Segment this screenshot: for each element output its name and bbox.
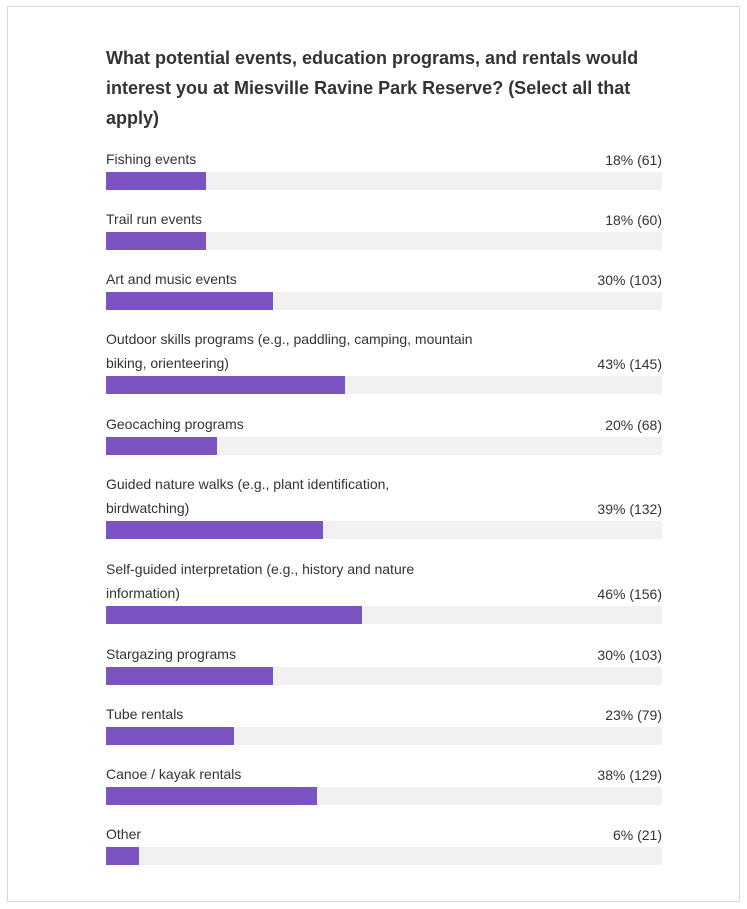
option-value: 18% (60) <box>605 212 662 228</box>
option-value: 18% (61) <box>605 152 662 168</box>
option-value: 23% (79) <box>605 707 662 723</box>
option-value: 20% (68) <box>605 417 662 433</box>
bar <box>106 787 317 805</box>
option-label: Other <box>106 826 142 842</box>
bar-track <box>106 376 662 394</box>
bar-track <box>106 787 662 805</box>
result-row: Art and music events 30% (103) <box>106 267 662 315</box>
result-row: Stargazing programs 30% (103) <box>106 642 662 690</box>
option-label: Trail run events <box>106 211 202 227</box>
bar-track <box>106 437 662 455</box>
result-row: Canoe / kayak rentals 38% (129) <box>106 762 662 810</box>
bar-track <box>106 606 662 624</box>
option-label: Guided nature walks (e.g., plant identif… <box>106 476 390 516</box>
option-label: Stargazing programs <box>106 646 236 662</box>
bar-track <box>106 667 662 685</box>
bar <box>106 521 323 539</box>
option-value: 46% (156) <box>597 586 662 602</box>
option-value: 39% (132) <box>597 501 662 517</box>
option-value: 38% (129) <box>597 767 662 783</box>
result-row: Outdoor skills programs (e.g., paddling,… <box>106 327 662 399</box>
result-row: Fishing events 18% (61) <box>106 147 662 195</box>
result-row: Tube rentals 23% (79) <box>106 702 662 750</box>
result-row: Guided nature walks (e.g., plant identif… <box>106 472 662 544</box>
result-row: Self-guided interpretation (e.g., histor… <box>106 557 662 629</box>
option-label: Outdoor skills programs (e.g., paddling,… <box>106 331 473 371</box>
option-label: Fishing events <box>106 151 197 167</box>
bar <box>106 376 345 394</box>
bar <box>106 606 362 624</box>
bar <box>106 667 273 685</box>
option-label: Tube rentals <box>106 706 184 722</box>
bar <box>106 292 273 310</box>
question-title: What potential events, education program… <box>106 48 639 128</box>
option-label: Canoe / kayak rentals <box>106 766 242 782</box>
result-row: Trail run events 18% (60) <box>106 207 662 255</box>
bar-track <box>106 292 662 310</box>
bar <box>106 847 139 865</box>
bar <box>106 437 217 455</box>
bar-track <box>106 727 662 745</box>
option-value: 43% (145) <box>597 356 662 372</box>
option-label: Art and music events <box>106 271 237 287</box>
bar-track <box>106 172 662 190</box>
results-chart: Fishing events 18% (61) Trail run events 18… <box>106 0 662 909</box>
option-value: 30% (103) <box>597 647 662 663</box>
bar <box>106 232 206 250</box>
bar <box>106 172 206 190</box>
option-value: 6% (21) <box>612 827 662 843</box>
result-row: Geocaching programs 20% (68) <box>106 412 662 460</box>
bar-track <box>106 232 662 250</box>
result-row: Other 6% (21) <box>106 822 662 870</box>
bar-track <box>106 847 662 865</box>
bar <box>106 727 234 745</box>
bar-track <box>106 521 662 539</box>
option-value: 30% (103) <box>597 272 662 288</box>
option-label: Self-guided interpretation (e.g., histor… <box>106 561 415 601</box>
option-label: Geocaching programs <box>106 416 244 432</box>
